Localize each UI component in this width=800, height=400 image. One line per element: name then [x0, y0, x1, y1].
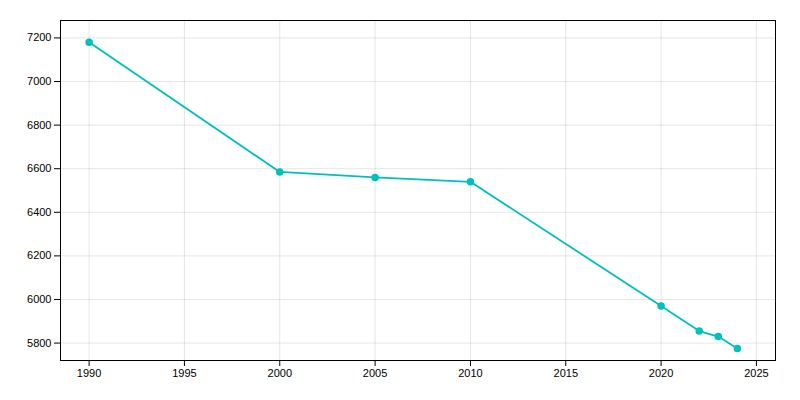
- svg-text:5800: 5800: [27, 337, 51, 349]
- svg-text:2005: 2005: [363, 367, 387, 379]
- svg-text:1995: 1995: [172, 367, 196, 379]
- svg-text:2020: 2020: [649, 367, 673, 379]
- svg-text:2000: 2000: [268, 367, 292, 379]
- svg-text:6800: 6800: [27, 119, 51, 131]
- svg-text:1990: 1990: [77, 367, 101, 379]
- svg-text:6400: 6400: [27, 206, 51, 218]
- svg-text:6000: 6000: [27, 293, 51, 305]
- svg-text:6600: 6600: [27, 162, 51, 174]
- svg-text:2010: 2010: [458, 367, 482, 379]
- svg-text:2025: 2025: [744, 367, 768, 379]
- svg-text:6200: 6200: [27, 249, 51, 261]
- svg-text:2015: 2015: [554, 367, 578, 379]
- svg-text:7200: 7200: [27, 31, 51, 43]
- svg-text:7000: 7000: [27, 75, 51, 87]
